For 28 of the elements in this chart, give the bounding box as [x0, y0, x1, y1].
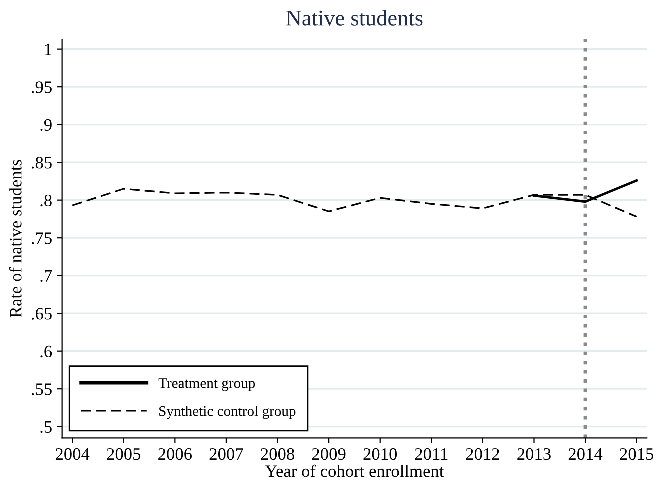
x-tick-label: 2005 — [107, 448, 141, 460]
x-tick-label: 2010 — [364, 448, 398, 460]
y-tick-label: .95 — [32, 82, 52, 94]
legend-label: Synthetic control group — [160, 406, 296, 420]
x-tick-label: 2011 — [415, 448, 448, 460]
x-tick-label: 2008 — [261, 448, 294, 460]
x-tick-label: 2006 — [158, 448, 192, 460]
chart-title: Native students — [286, 10, 423, 26]
x-tick-label: 2015 — [620, 448, 654, 460]
x-tick-label: 2009 — [312, 448, 346, 460]
x-tick-label: 2007 — [210, 448, 244, 460]
y-tick-label: .55 — [32, 384, 52, 396]
x-tick-label: 2004 — [56, 448, 90, 460]
x-axis-title: Year of cohort enrollment — [265, 464, 444, 478]
y-tick-label: .75 — [32, 232, 52, 244]
x-tick-label: 2012 — [466, 448, 500, 460]
x-tick-label: 2013 — [518, 448, 551, 460]
y-tick-label: 1 — [45, 44, 52, 56]
y-tick-label: .6 — [40, 346, 52, 358]
y-tick-label: .8 — [40, 194, 52, 207]
y-tick-label: .5 — [40, 422, 52, 434]
legend-label: Treatment group — [158, 378, 256, 392]
y-tick-label: .7 — [40, 270, 52, 282]
y-tick-label: .85 — [32, 157, 52, 169]
x-tick-label: 2014 — [568, 448, 603, 460]
y-tick-label: .9 — [40, 119, 52, 132]
y-axis-title: Rate of native students — [9, 160, 22, 318]
y-tick-label: .65 — [32, 308, 52, 320]
